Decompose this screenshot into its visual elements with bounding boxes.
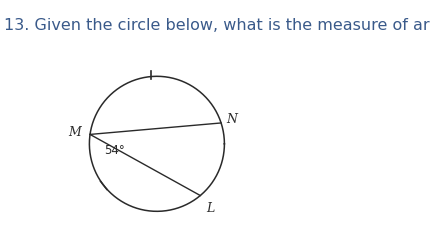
Text: M: M: [68, 126, 80, 139]
Text: N: N: [226, 113, 237, 126]
Text: 54°: 54°: [104, 144, 125, 157]
Text: 13. Given the circle below, what is the measure of arc MN?: 13. Given the circle below, what is the …: [4, 18, 430, 33]
Text: L: L: [206, 202, 214, 215]
